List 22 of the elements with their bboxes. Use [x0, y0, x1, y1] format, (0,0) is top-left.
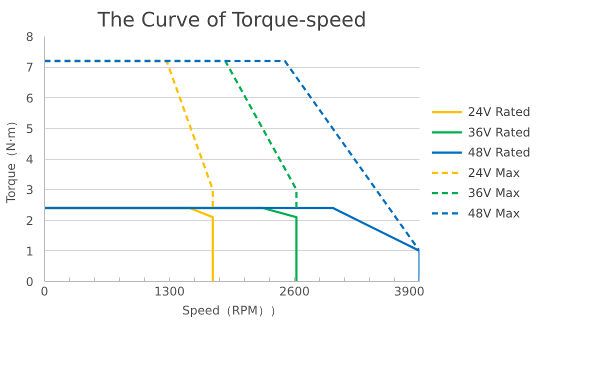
legend-label: 48V Max	[468, 206, 520, 220]
y-tick-label: 2	[26, 214, 34, 228]
y-tick-label: 8	[26, 30, 34, 44]
y-tick-label: 3	[26, 183, 34, 198]
y-axis-title: Torque（N·m）	[4, 114, 18, 204]
chart-title: The Curve of Torque-speed	[96, 8, 366, 32]
y-tick-label: 4	[26, 152, 34, 166]
y-tick-label: 5	[26, 122, 34, 136]
x-tick-label: 2600	[279, 284, 310, 298]
legend-label: 36V Rated	[468, 125, 530, 140]
legend-label: 24V Rated	[468, 105, 530, 120]
legend-label: 24V Max	[468, 166, 520, 180]
x-axis-title: Speed（RPM））	[182, 304, 282, 318]
x-tick-label: 1300	[154, 284, 185, 298]
legend-label: 48V Rated	[468, 146, 530, 160]
x-tick-label: 3900	[394, 284, 425, 298]
y-tick-label: 6	[26, 91, 34, 106]
legend-label: 36V Max	[468, 186, 520, 200]
y-tick-label: 0	[26, 275, 34, 289]
y-tick-label: 1	[26, 244, 34, 258]
y-tick-label: 7	[26, 60, 34, 75]
x-tick-label: 0	[40, 284, 48, 298]
